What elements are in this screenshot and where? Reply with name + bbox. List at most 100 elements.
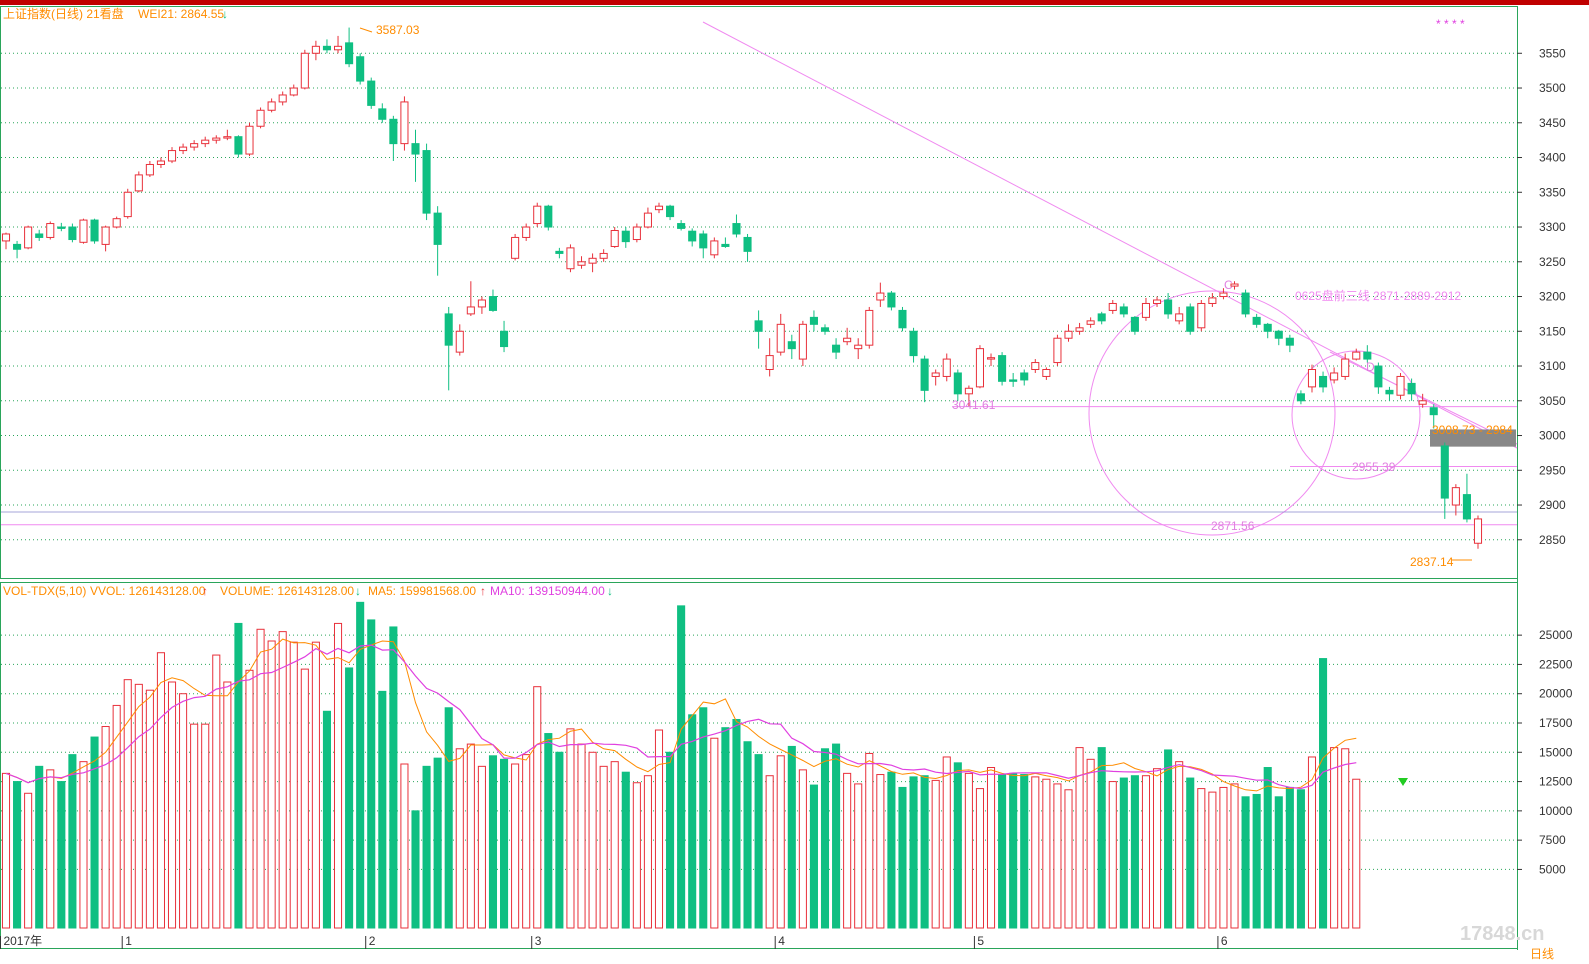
volume-bar xyxy=(455,748,464,929)
candle-up xyxy=(710,240,719,256)
candle-down xyxy=(13,243,22,250)
candle-up xyxy=(455,330,464,353)
star-markers: * * * * xyxy=(1436,17,1465,31)
volume-bar xyxy=(1164,749,1173,929)
volume-bar xyxy=(677,605,686,929)
volume-bar xyxy=(167,681,177,929)
volume-bar xyxy=(1042,778,1051,929)
candle-up xyxy=(1473,518,1483,544)
volume-bar xyxy=(1252,793,1261,929)
volume-bar xyxy=(411,810,420,929)
period-label[interactable]: 日线 xyxy=(1530,947,1554,961)
price-tick-label: 3400 xyxy=(1539,151,1566,165)
x-tick-label: 1 xyxy=(125,934,132,948)
volume-bar xyxy=(721,727,730,929)
candle-up xyxy=(212,137,221,141)
price-tick-label: 2950 xyxy=(1539,463,1566,477)
window-top-bar xyxy=(0,0,1589,5)
volume-bar xyxy=(1285,786,1294,929)
volume-bar xyxy=(311,641,320,929)
gap-zone xyxy=(1430,429,1516,447)
volume-tick-label: 22500 xyxy=(1539,657,1573,671)
candle-down xyxy=(1374,365,1383,388)
volume-bar xyxy=(1208,791,1217,929)
price-tick-label: 2850 xyxy=(1539,533,1566,547)
volume-bar xyxy=(998,774,1007,929)
candle-up xyxy=(643,212,652,228)
volume-bar xyxy=(522,754,531,929)
price-tick-label: 3450 xyxy=(1539,116,1566,130)
low-price-label: 2837.14 xyxy=(1410,555,1454,569)
volume-bar xyxy=(743,741,752,929)
high-price-label: 3587.03 xyxy=(376,23,420,37)
volume-tick-label: 15000 xyxy=(1539,745,1573,759)
volume-bar xyxy=(46,769,55,929)
candle-down xyxy=(1164,299,1173,315)
volume-bar xyxy=(632,782,641,929)
candle-up xyxy=(1175,313,1184,322)
volume-bar xyxy=(466,743,475,929)
volume-bar xyxy=(1197,788,1206,929)
volume-bar xyxy=(566,728,575,929)
candle-up xyxy=(101,226,110,245)
volume-bar xyxy=(35,765,44,929)
volume-bar xyxy=(511,763,520,929)
volume-bar xyxy=(699,707,708,929)
candle-up xyxy=(986,357,996,360)
candle-down xyxy=(909,330,918,357)
candle-down xyxy=(1186,306,1195,332)
price-tick-label: 3000 xyxy=(1539,429,1566,443)
volume-bar xyxy=(488,755,498,929)
volume-bar xyxy=(533,686,542,929)
volume-bar xyxy=(809,784,818,929)
candle-up xyxy=(854,344,863,350)
volume-bar xyxy=(599,765,608,929)
volume-bar xyxy=(101,726,110,929)
grid-layer xyxy=(0,6,1518,950)
volume-bar xyxy=(1241,796,1250,929)
volume-bar xyxy=(378,690,387,929)
volume-bar xyxy=(787,745,796,929)
candle-down xyxy=(621,230,630,243)
volume-bar xyxy=(389,626,398,929)
candle-down xyxy=(389,118,398,145)
volume-readout: VOLUME: 126143128.00 xyxy=(220,584,354,598)
volume-bar xyxy=(201,723,210,929)
volume-bar xyxy=(289,641,298,929)
volume-bar xyxy=(1031,776,1040,929)
candle-down xyxy=(1252,316,1261,325)
candle-up xyxy=(599,252,608,259)
candle-up xyxy=(1086,320,1095,325)
candle-up xyxy=(964,387,973,395)
candle-up xyxy=(1341,358,1350,377)
candle-up xyxy=(843,337,852,343)
candle-down xyxy=(787,341,796,350)
volume-bar xyxy=(754,754,763,929)
volume-bar xyxy=(1086,758,1095,929)
candle-down xyxy=(920,358,929,391)
candle-down xyxy=(90,219,99,242)
candle-up xyxy=(577,261,586,266)
candle-down xyxy=(699,233,708,249)
volume-bar xyxy=(1053,783,1062,929)
volume-down-arrow-icon: ↓ xyxy=(355,584,361,598)
volume-bar xyxy=(1152,768,1162,929)
candle-down xyxy=(1429,407,1438,416)
candle-up xyxy=(975,348,984,388)
candle-up xyxy=(201,139,210,145)
candle-up xyxy=(1451,487,1460,506)
volume-bar xyxy=(145,689,154,929)
candle-down xyxy=(378,108,387,120)
ma10-line xyxy=(5,644,1357,790)
ma10-readout: MA10: 139150944.00 xyxy=(490,584,605,598)
candle-down xyxy=(1009,379,1018,382)
candle-down xyxy=(544,205,553,228)
candle-down xyxy=(367,80,376,106)
candle-down xyxy=(57,226,66,229)
volume-bar xyxy=(1,772,11,929)
volume-bar xyxy=(179,693,188,929)
volume-bar xyxy=(1175,761,1184,929)
vvol-readout: VVOL: 126143128.00 xyxy=(90,584,206,598)
price-tick-label: 3050 xyxy=(1539,394,1566,408)
